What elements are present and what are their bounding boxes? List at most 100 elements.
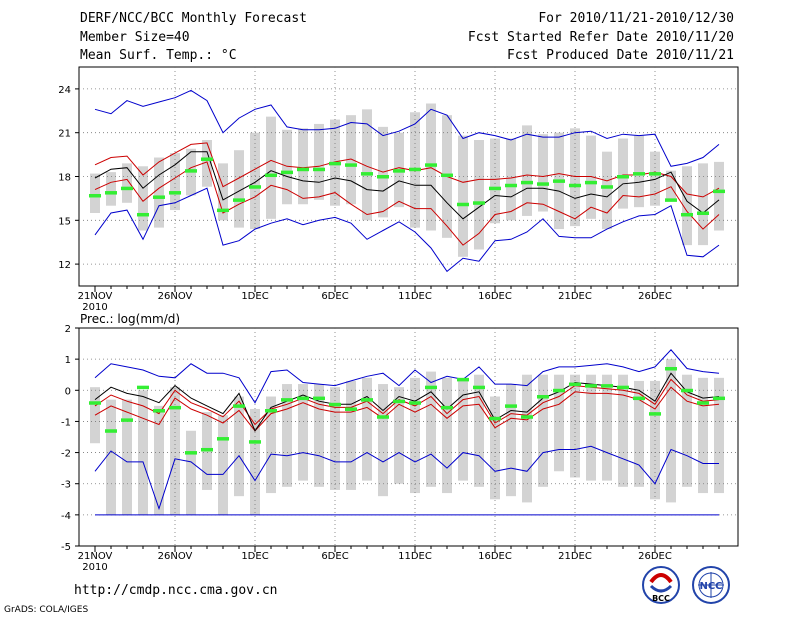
median-marker [633,396,645,401]
median-marker [377,175,389,179]
median-marker [89,401,101,405]
grads-credit: GrADS: COLA/IGES [4,605,89,615]
spread-box [522,125,532,216]
median-marker [521,415,533,419]
median-marker [553,388,565,393]
spread-box [490,138,500,224]
mean-line [94,151,720,220]
y-tick-label: 15 [58,216,71,227]
median-marker [441,405,453,410]
upper-line [94,142,720,198]
spread-box [266,396,276,494]
y-tick-label: 21 [58,129,71,140]
median-marker [601,384,613,388]
y-tick-label: 24 [58,85,71,96]
median-marker [217,208,229,213]
upper-line [94,378,720,426]
spread-box [618,138,628,209]
x-tick-label: 21DEC [558,551,592,562]
x-tick-label: 21NOV [78,291,113,302]
median-marker [425,163,437,167]
produced-date: Fcst Produced Date 2010/11/21 [507,48,734,63]
median-marker [185,451,197,455]
spread-box [682,374,692,487]
min-line [94,187,720,273]
y-tick-label: 1 [65,355,71,366]
spread-box [298,128,308,205]
x-tick-label: 6DEC [321,291,348,302]
median-marker [137,212,149,217]
spread-box [634,135,644,208]
median-marker [457,202,469,207]
x-tick-label: 16DEC [478,551,512,562]
median-marker [345,163,357,167]
y-tick-label: -1 [61,417,71,428]
spread-box [170,387,180,515]
prec-title: Prec.: log(mm/d) [80,312,180,326]
precipitation-panel: -5 -4 -3 -2 -1 0 1 2 21NOV 26NOV 1DEC 6DEC 11DEC 16DE… [61,324,739,573]
spread-box [106,399,116,515]
spread-box [346,380,356,490]
spread-box [490,396,500,500]
max-line [94,349,720,404]
spread-box [234,396,244,497]
median-marker [121,186,133,191]
spread-box [586,374,596,481]
spread-box [586,135,596,219]
spread-box [362,377,372,481]
median-marker [617,385,629,390]
x-tick-label: 16DEC [478,291,512,302]
x-tick-label: 26DEC [638,551,672,562]
median-marker [201,157,213,161]
spread-box [186,430,196,515]
lower-line [94,161,720,246]
median-marker [169,405,181,410]
spread-box [666,359,676,503]
median-marker [249,185,261,189]
median-marker [489,186,501,191]
year-label: 2010 [82,562,107,573]
median-marker [681,212,693,217]
spread-box [426,371,436,487]
spread-box [618,374,628,487]
source-url[interactable]: http://cmdp.ncc.cma.gov.cn [74,583,278,598]
median-marker [441,173,453,178]
lower-line [94,386,720,432]
spread-box [218,163,228,221]
y-tick-label: -3 [61,480,71,491]
median-marker [521,180,533,185]
x-tick-label: 21NOV [78,551,113,562]
spread-box [154,157,164,228]
median-marker [153,195,165,199]
median-marker [601,185,613,189]
spread-box [506,384,516,497]
median-marker [233,404,245,408]
spread-box [538,134,548,212]
spread-box [506,138,516,221]
median-marker [393,169,405,173]
x-tick-label: 26NOV [158,291,193,302]
spread-box [394,387,404,484]
temperature-panel: 12 15 18 21 24 21NOV 26NOV 1DEC 6DEC 11DEC 16DEC 21… [58,66,739,313]
member-size-label: Member Size=40 [80,30,190,45]
median-marker [409,167,421,172]
spread-box [650,151,660,206]
spread-box [170,153,180,211]
spread-box [154,405,164,515]
spread-box [346,115,356,205]
median-marker [281,170,293,175]
spread-box [122,399,132,515]
spread-box [282,129,292,205]
x-tick-label: 1DEC [241,551,268,562]
spread-box [474,140,484,250]
median-marker [585,180,597,185]
spread-box [330,387,340,490]
median-marker [249,440,261,444]
median-marker [649,412,661,416]
median-marker [313,167,325,172]
y-tick-label: 0 [65,386,71,397]
median-marker [505,404,517,408]
spread-box [522,374,532,503]
spread-box [458,377,468,481]
spread-box [666,170,676,202]
